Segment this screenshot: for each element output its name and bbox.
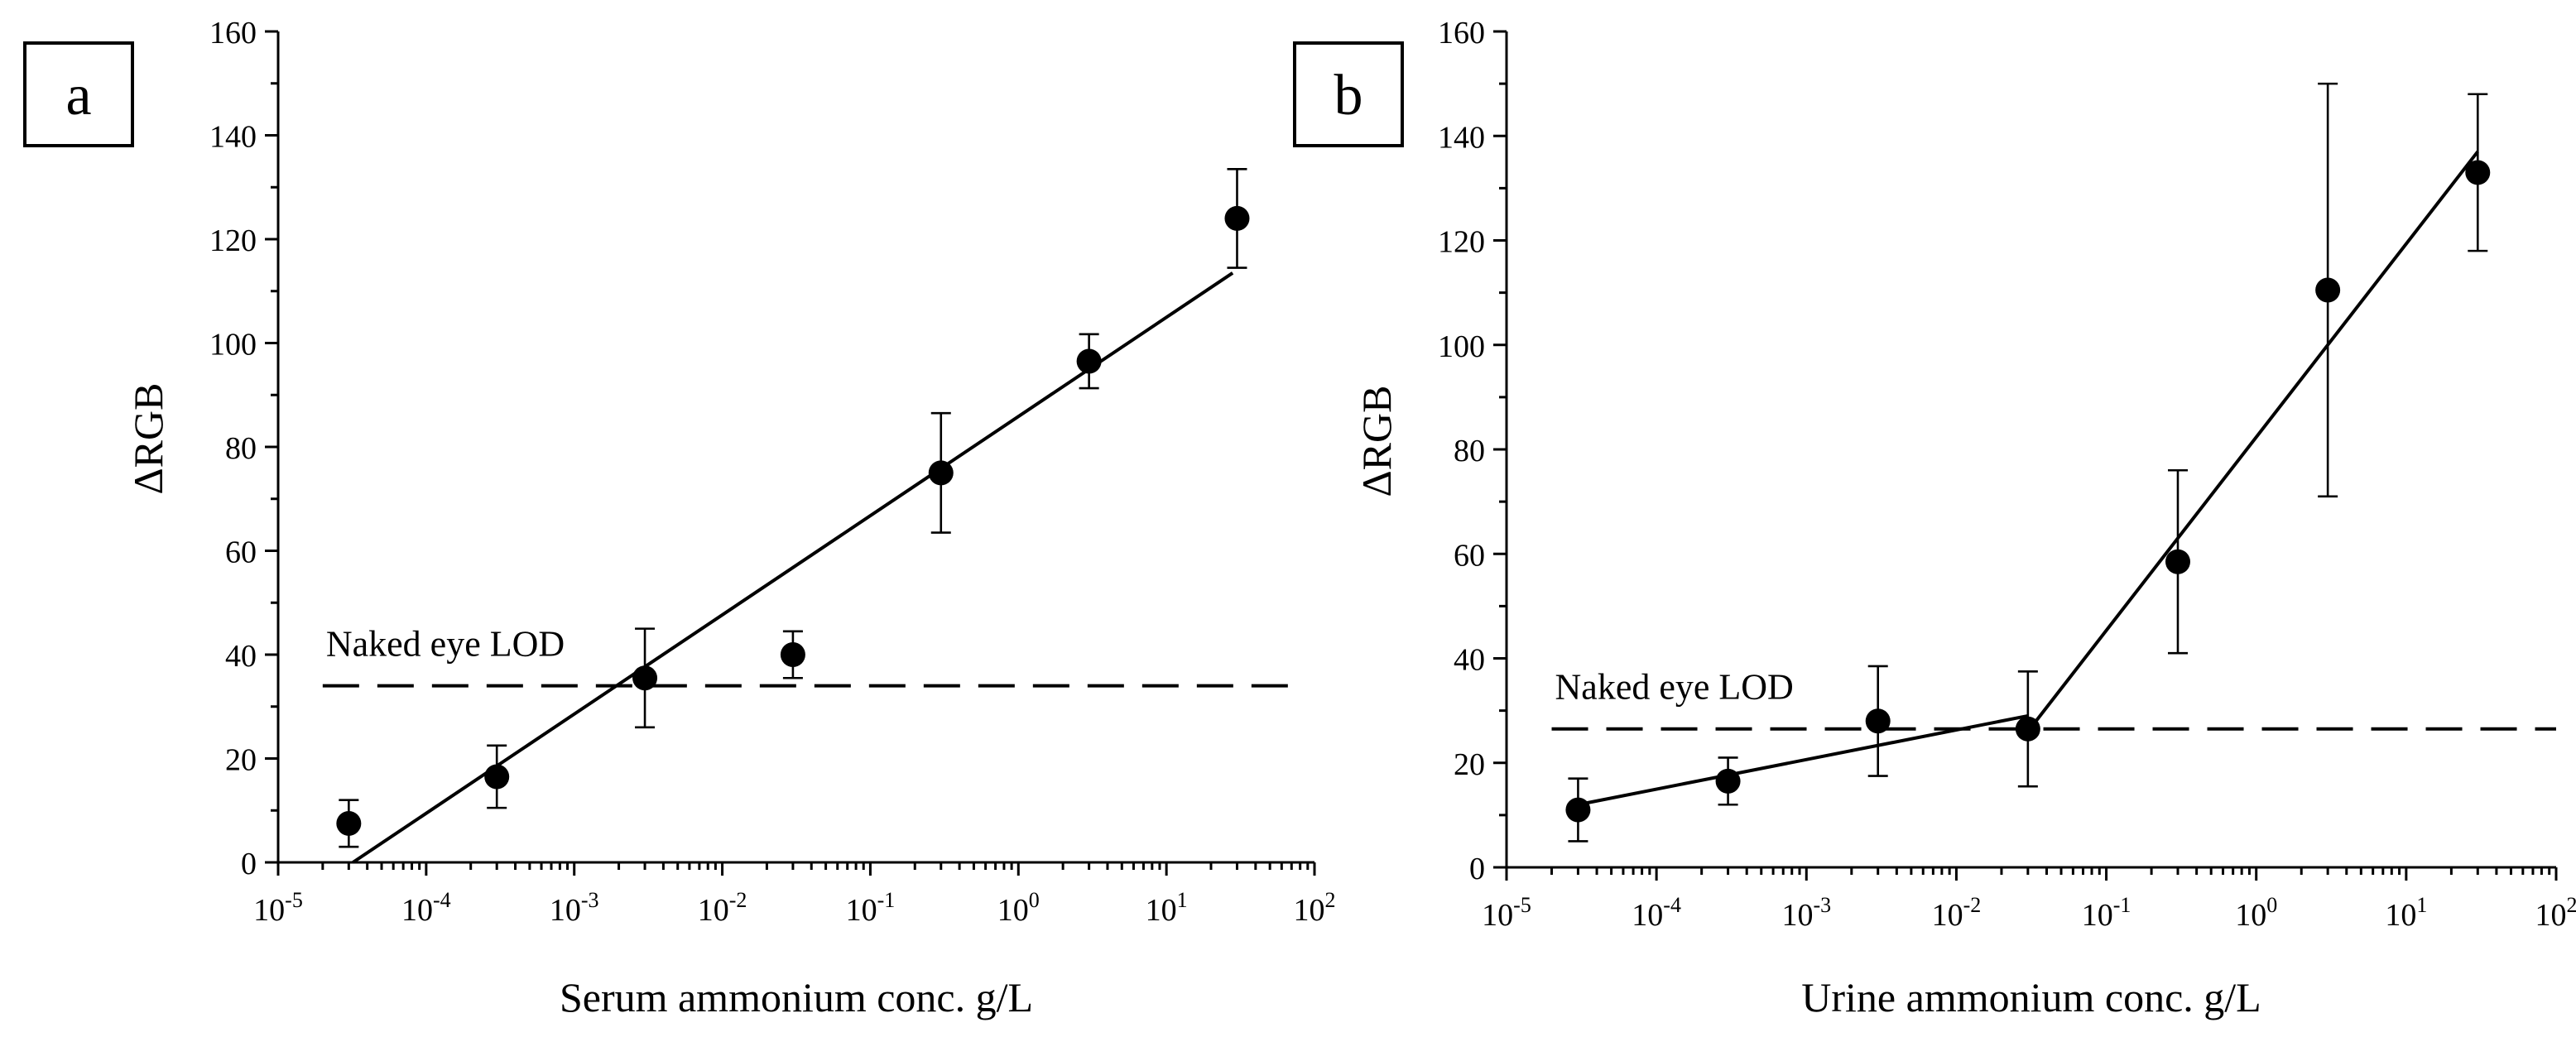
fit-line	[2028, 151, 2477, 732]
x-tick-label: 10-3	[550, 888, 599, 928]
y-tick-label: 0	[241, 847, 257, 881]
y-tick-label: 0	[1469, 852, 1485, 886]
y-tick-label: 80	[1454, 434, 1485, 468]
data-point	[1565, 798, 1590, 823]
y-tick-label: 40	[1454, 643, 1485, 678]
data-point	[781, 642, 805, 667]
data-point	[632, 665, 657, 690]
data-point	[2165, 550, 2190, 574]
x-tick-label: 10-5	[253, 888, 303, 928]
data-point	[1716, 769, 1741, 794]
x-tick-label: 10-5	[1482, 893, 1531, 933]
data-point	[1224, 206, 1249, 231]
x-tick-label: 100	[997, 888, 1040, 928]
data-point	[1077, 348, 1102, 373]
y-tick-label: 160	[209, 16, 257, 50]
lod-label: Naked eye LOD	[1555, 667, 1794, 708]
y-tick-label: 80	[225, 431, 257, 466]
y-tick-label: 20	[225, 743, 257, 778]
panel-label: a	[65, 64, 91, 127]
x-tick-label: 10-4	[401, 888, 451, 928]
y-tick-label: 60	[225, 535, 257, 570]
x-tick-label: 101	[1146, 888, 1188, 928]
data-point	[2016, 717, 2040, 742]
x-axis-label: Serum ammonium conc. g/L	[560, 974, 1033, 1020]
y-axis-label: ΔRGB	[1353, 386, 1400, 497]
x-axis-label: Urine ammonium conc. g/L	[1801, 974, 2261, 1020]
y-tick-label: 100	[209, 328, 257, 362]
y-tick-label: 140	[209, 120, 257, 155]
lod-label: Naked eye LOD	[326, 624, 565, 665]
data-point	[1866, 708, 1891, 733]
y-axis-label: ΔRGB	[125, 383, 171, 495]
y-tick-label: 120	[209, 223, 257, 258]
data-point	[2465, 160, 2490, 185]
data-point	[2315, 277, 2340, 302]
y-tick-label: 120	[1438, 225, 1485, 260]
x-tick-label: 10-1	[846, 888, 896, 928]
x-tick-label: 101	[2385, 893, 2427, 933]
x-tick-label: 10-1	[2082, 893, 2131, 933]
y-tick-label: 40	[225, 639, 257, 674]
y-tick-label: 140	[1438, 120, 1485, 155]
y-tick-label: 160	[1438, 16, 1485, 50]
x-tick-label: 100	[2235, 893, 2277, 933]
panel-label: b	[1334, 64, 1363, 127]
data-point	[929, 460, 954, 485]
x-tick-label: 10-4	[1632, 893, 1681, 933]
panel-a: 0 20 40 60 80 100 120 140 160 10-5 10-4 10-3 10-2 10-…	[25, 16, 1336, 1020]
data-point	[336, 811, 361, 836]
x-tick-label: 10-2	[1932, 893, 1982, 933]
y-tick-label: 20	[1454, 747, 1485, 782]
x-tick-label: 102	[1294, 888, 1336, 928]
y-tick-label: 60	[1454, 538, 1485, 573]
x-tick-label: 102	[2535, 893, 2576, 933]
y-tick-label: 100	[1438, 329, 1485, 364]
x-tick-label: 10-3	[1781, 893, 1831, 933]
panel-b: 0 20 40 60 80 100 120 140 160 10-5 10-4 10-3 10-2 10-…	[1295, 16, 2576, 1020]
data-point	[484, 764, 509, 789]
x-tick-label: 10-2	[698, 888, 747, 928]
